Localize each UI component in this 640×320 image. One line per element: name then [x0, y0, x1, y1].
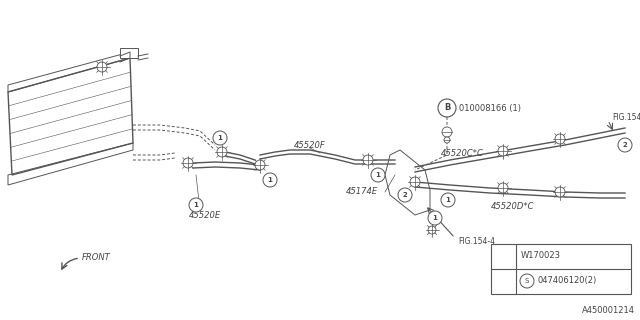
Circle shape — [255, 160, 265, 170]
Text: A450001214: A450001214 — [582, 306, 635, 315]
Circle shape — [498, 146, 508, 156]
Text: 2: 2 — [623, 142, 627, 148]
Text: 45520D*C: 45520D*C — [492, 202, 535, 211]
Text: 2: 2 — [500, 278, 506, 284]
Text: 047406120(2): 047406120(2) — [537, 276, 596, 285]
Text: FIG.154-4: FIG.154-4 — [612, 114, 640, 123]
Circle shape — [555, 187, 565, 197]
Circle shape — [428, 211, 442, 225]
Text: 45174E: 45174E — [346, 188, 378, 196]
Circle shape — [398, 188, 412, 202]
Circle shape — [520, 274, 534, 288]
Circle shape — [217, 147, 227, 157]
Text: 010008166 (1): 010008166 (1) — [459, 103, 521, 113]
Circle shape — [263, 173, 277, 187]
Text: 2: 2 — [403, 192, 408, 198]
Circle shape — [442, 127, 452, 137]
Circle shape — [555, 134, 565, 144]
Circle shape — [496, 249, 510, 263]
Text: 1: 1 — [376, 172, 380, 178]
Text: 1: 1 — [445, 197, 451, 203]
Text: 45520E: 45520E — [189, 211, 221, 220]
Circle shape — [428, 226, 436, 234]
Bar — [491, 244, 631, 294]
Circle shape — [97, 62, 107, 72]
Circle shape — [363, 155, 373, 165]
Bar — [120, 48, 138, 58]
Circle shape — [438, 99, 456, 117]
Text: B: B — [444, 103, 450, 113]
Text: FRONT: FRONT — [82, 253, 111, 262]
Circle shape — [441, 193, 455, 207]
Circle shape — [371, 168, 385, 182]
Circle shape — [498, 183, 508, 193]
Circle shape — [410, 177, 420, 187]
Text: S: S — [525, 278, 529, 284]
Circle shape — [189, 198, 203, 212]
Circle shape — [618, 138, 632, 152]
Text: W170023: W170023 — [521, 252, 561, 260]
Text: 1: 1 — [500, 253, 506, 259]
Circle shape — [496, 274, 510, 288]
Circle shape — [213, 131, 227, 145]
Text: FIG.154-4: FIG.154-4 — [458, 237, 495, 246]
Text: 45520F: 45520F — [294, 140, 326, 149]
Circle shape — [183, 158, 193, 168]
Text: 1: 1 — [433, 215, 437, 221]
Circle shape — [444, 137, 450, 143]
Text: 1: 1 — [218, 135, 223, 141]
Text: 45520C*C: 45520C*C — [440, 149, 483, 158]
Text: 1: 1 — [268, 177, 273, 183]
Text: 1: 1 — [193, 202, 198, 208]
